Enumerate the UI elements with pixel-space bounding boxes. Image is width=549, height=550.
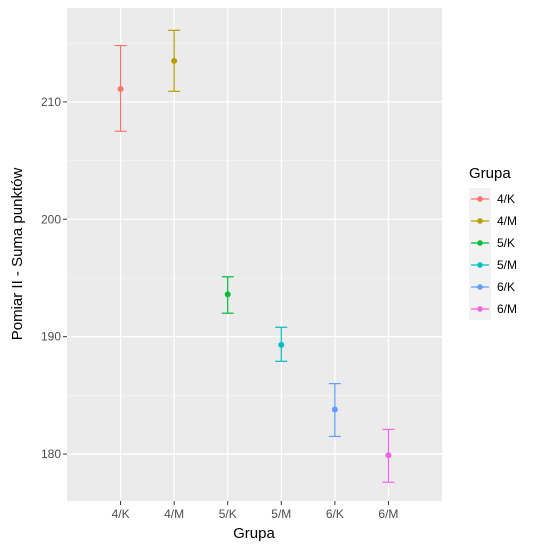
legend: Grupa 4/K 4/M 5/K 5/M 6/K 6/M	[469, 165, 517, 320]
legend-key-point	[477, 306, 483, 312]
error-bar-4-k	[114, 44, 127, 132]
legend-entry: 4/M	[469, 210, 517, 232]
y-tick-label: 180	[41, 447, 61, 461]
legend-key-point	[477, 262, 483, 268]
mean-point	[385, 452, 392, 459]
y-tick-label: 210	[41, 95, 61, 109]
x-tick-label: 4/M	[164, 507, 184, 521]
error-bar-4-m	[168, 29, 181, 92]
y-tick-label: 190	[41, 330, 61, 344]
y-axis-ticks: 180 190 200 210	[41, 95, 67, 461]
legend-label: 5/K	[497, 236, 515, 250]
error-bar-5-k	[221, 276, 234, 314]
mean-point	[278, 341, 285, 348]
plot-panel	[67, 8, 442, 501]
x-tick-label: 6/M	[378, 507, 398, 521]
legend-key-point	[477, 196, 483, 202]
legend-key-point	[477, 284, 483, 290]
mean-point	[224, 291, 231, 298]
legend-label: 6/K	[497, 280, 515, 294]
legend-entry: 4/K	[469, 188, 515, 210]
legend-entry: 5/M	[469, 254, 517, 276]
error-bar-5-m	[275, 326, 288, 362]
legend-title: Grupa	[469, 165, 511, 182]
error-bar-6-m	[382, 428, 395, 483]
mean-point	[331, 406, 338, 413]
y-axis-title: Pomiar II - Suma punktów	[9, 168, 26, 341]
y-tick-label: 200	[41, 212, 61, 226]
x-axis-title: Grupa	[233, 525, 275, 542]
data-marks	[114, 29, 395, 483]
legend-label: 4/K	[497, 192, 515, 206]
x-tick-label: 5/K	[219, 507, 237, 521]
legend-label: 4/M	[497, 214, 517, 228]
x-tick-label: 6/K	[326, 507, 344, 521]
x-axis-ticks: 4/K 4/M 5/K 5/M 6/K 6/M	[112, 501, 398, 521]
legend-key-point	[477, 218, 483, 224]
mean-point	[171, 57, 178, 64]
x-tick-label: 4/K	[112, 507, 130, 521]
x-tick-label: 5/M	[271, 507, 291, 521]
legend-entry: 5/K	[469, 232, 515, 254]
legend-entry: 6/M	[469, 298, 517, 320]
legend-label: 5/M	[497, 258, 517, 272]
legend-label: 6/M	[497, 302, 517, 316]
mean-point	[117, 85, 124, 92]
legend-key-point	[477, 240, 483, 246]
error-bar-6-k	[328, 383, 341, 438]
legend-entry: 6/K	[469, 276, 515, 298]
